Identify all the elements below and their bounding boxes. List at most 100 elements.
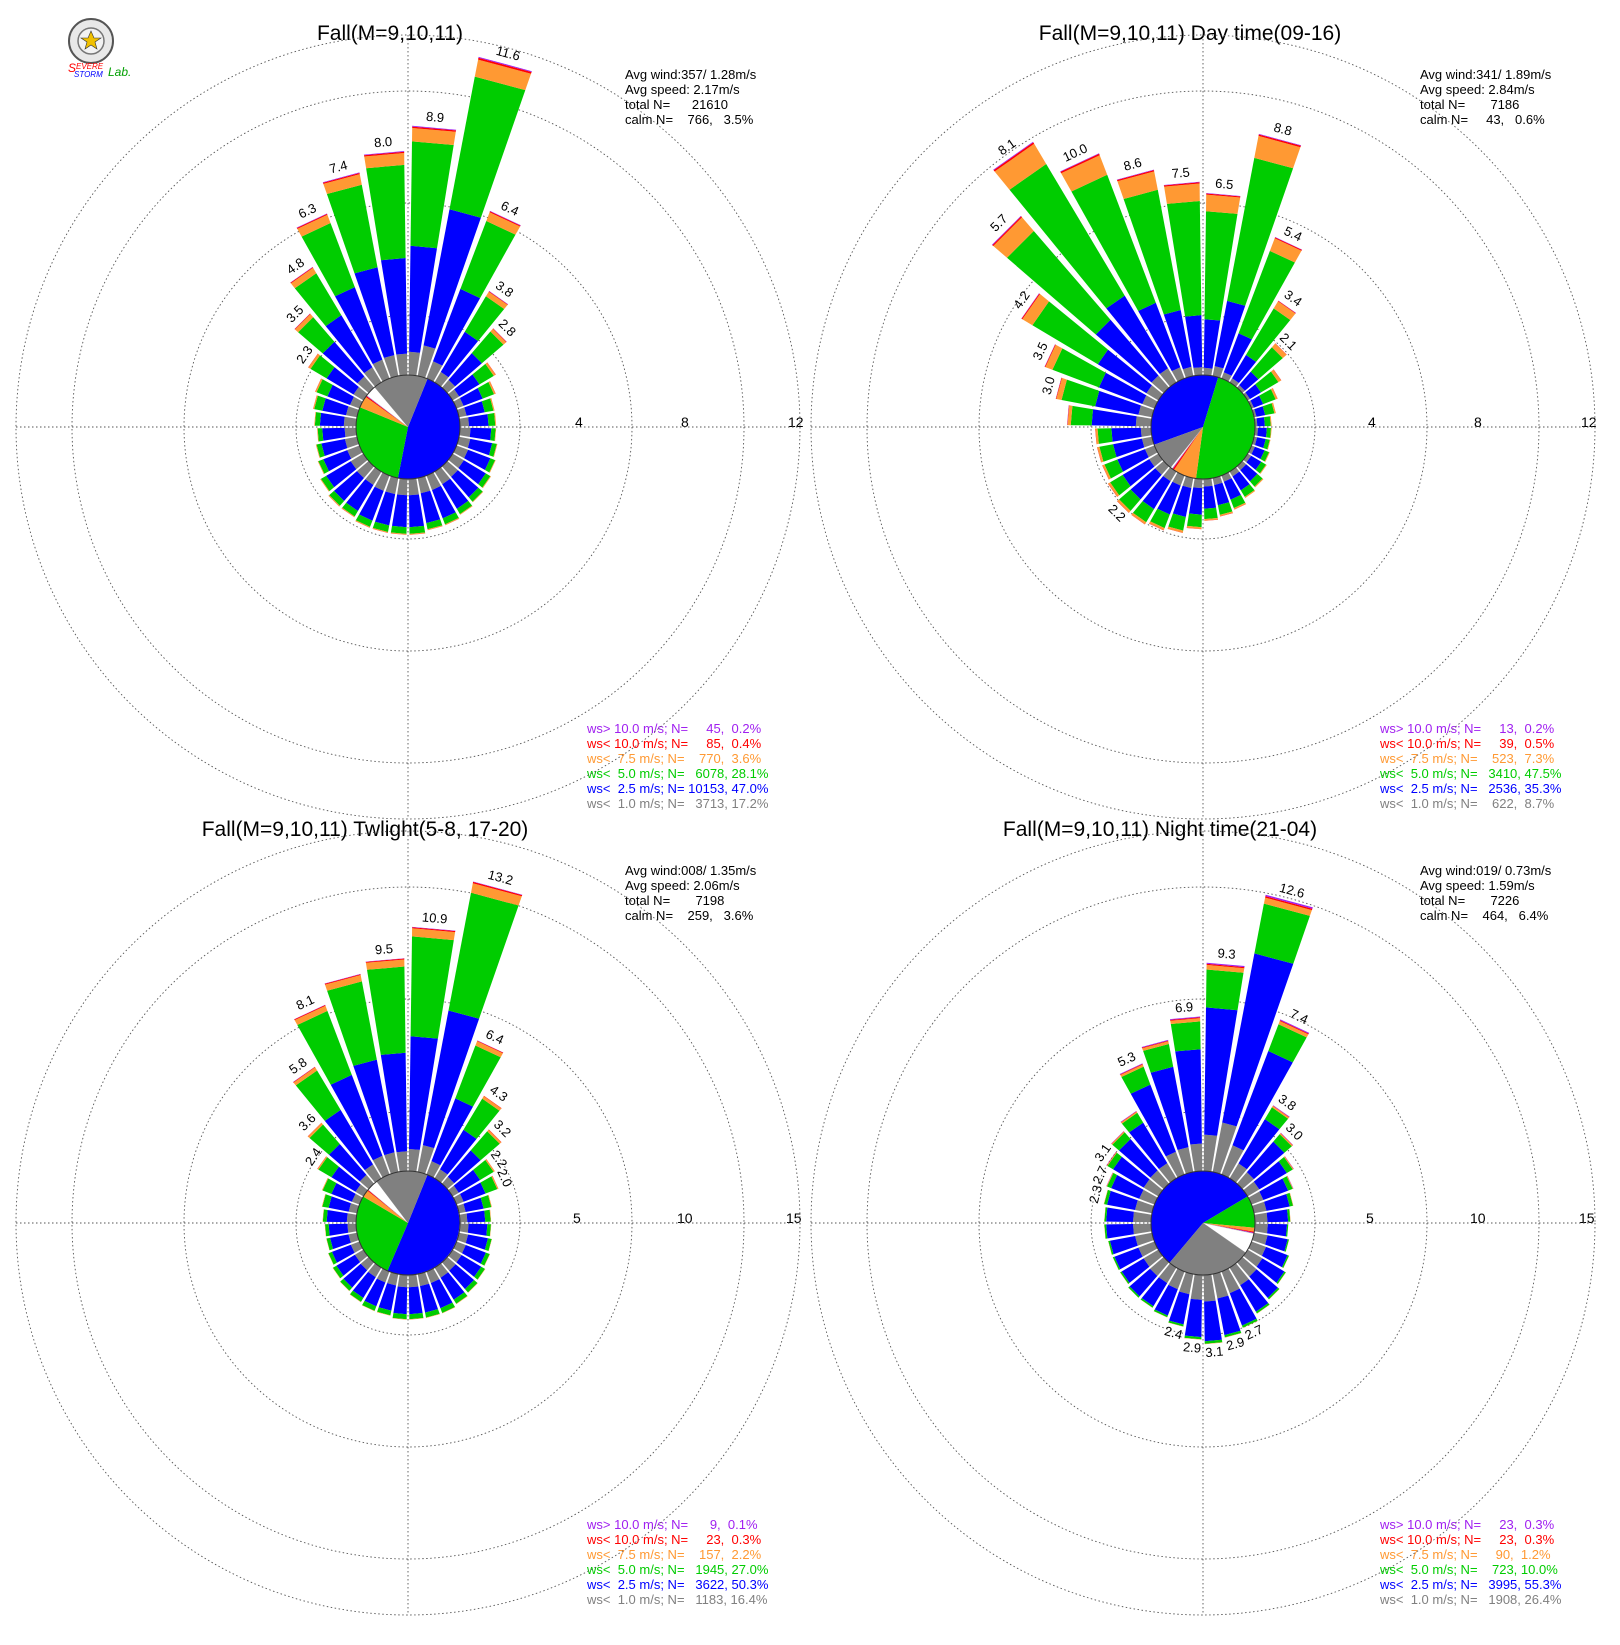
bar-segment-lt75 [1244, 490, 1256, 498]
bar-segment-lt10 [1106, 1152, 1117, 1166]
bar-segment-lt5 [442, 512, 459, 525]
bar-segment-lt5 [440, 1302, 455, 1313]
bar-segment-lt5 [1282, 1176, 1293, 1191]
bar-segment-lt10 [1284, 1156, 1294, 1170]
bar-segment-lt5 [1264, 416, 1271, 427]
bar-segment-lt5 [484, 1238, 492, 1251]
bar-segment-lt25 [1267, 1223, 1288, 1237]
bar-segment-lt25 [1184, 1298, 1202, 1338]
bar-segment-lt1 [359, 1174, 374, 1189]
ring-label-3: 12 [1581, 414, 1597, 430]
bar-segment-lt1 [1248, 445, 1255, 455]
pie-outline [1150, 1170, 1256, 1276]
bar-segment-lt1 [346, 406, 359, 418]
bar-segment-gt10 [1170, 1016, 1201, 1020]
legend-gt10: ws> 10.0 m/s; N= 45, 0.2% [586, 721, 762, 736]
pie-slice-lt1 [1169, 1223, 1246, 1275]
bar-segment-lt10 [1167, 528, 1183, 533]
bar-segment-lt5 [1009, 164, 1125, 309]
bar-segment-lt5 [489, 443, 497, 457]
bar-segment-lt25 [322, 341, 365, 384]
bar-segment-lt25 [334, 471, 364, 501]
panel-title: Fall(M=9,10,11) Day time(09-16) [1039, 22, 1341, 45]
bar-segment-lt1 [1133, 1211, 1152, 1223]
legend-lt75: ws< 7.5 m/s; N= 157, 2.2% [586, 1547, 762, 1562]
bar-segment-lt25 [1157, 481, 1181, 515]
bar-segment-lt25 [432, 485, 456, 519]
bar-value-label: 7.5 [1171, 164, 1190, 181]
bar-segment-lt5 [1263, 439, 1270, 450]
bar-segment-lt1 [459, 417, 469, 427]
bar-segment-lt10 [1149, 523, 1164, 531]
bar-segment-lt10 [1021, 293, 1040, 320]
bar-segment-lt5 [1255, 461, 1267, 474]
bar-segment-lt5 [350, 1290, 364, 1302]
bar-segment-lt1 [417, 1145, 435, 1174]
bar-segment-lt25 [409, 494, 424, 528]
ring-label-1: 4 [575, 414, 583, 430]
stat-avg-wind: Avg wind:341/ 1.89m/s [1420, 67, 1552, 82]
bar-segment-lt25 [335, 287, 383, 365]
bar-segment-lt1 [459, 1223, 469, 1233]
bar-segment-lt5 [448, 892, 519, 1019]
bar-segment-lt1 [1144, 445, 1158, 458]
bar-segment-lt25 [1142, 476, 1171, 510]
bar-segment-lt75 [426, 1313, 440, 1318]
bar-segment-lt25 [1250, 395, 1264, 408]
bar-segment-lt5 [342, 502, 358, 517]
bar-segment-lt25 [380, 1052, 407, 1153]
bar-segment-lt5 [298, 317, 335, 354]
bar-segment-lt75 [412, 928, 456, 941]
bar-segment-lt10 [315, 378, 322, 392]
bar-segment-lt10 [1060, 153, 1100, 174]
bar-segment-lt25 [326, 461, 357, 488]
bar-segment-lt10 [1141, 1040, 1169, 1049]
bar-segment-lt25 [449, 1264, 475, 1290]
bar-segment-lt1 [1212, 1122, 1237, 1174]
bar-segment-lt5 [318, 1157, 339, 1178]
bar-segment-lt1 [357, 376, 374, 393]
bar-segment-lt1 [1254, 1223, 1268, 1234]
bar-segment-lt5 [1240, 484, 1255, 497]
bar-segment-lt25 [1204, 1300, 1222, 1342]
bar-segment-lt1 [368, 1263, 382, 1278]
bar-segment-lt1 [397, 1274, 408, 1288]
pie-slice-lt75 [1203, 1223, 1255, 1232]
bar-segment-lt10 [477, 1040, 504, 1054]
bar-segment-lt75 [1271, 402, 1276, 414]
bar-segment-lt25 [1175, 1049, 1202, 1145]
bar-segment-lt25 [1095, 319, 1159, 383]
bar-segment-lt25 [1111, 1175, 1144, 1199]
wind-rose-plot: 8.911.66.43.82.82.33.54.86.37.48.0 [15, 34, 801, 820]
bar-segment-lt5 [329, 490, 345, 506]
bar-segment-lt75 [994, 143, 1047, 190]
bar-segment-lt5 [1032, 301, 1108, 365]
bar-segment-lt75 [474, 59, 531, 91]
pie-outline [1150, 374, 1256, 480]
bar-segment-lt25 [1091, 409, 1137, 427]
bar-segment-lt25 [1232, 471, 1250, 491]
bar-segment-lt25 [1261, 1246, 1288, 1268]
bar-segment-lt25 [1251, 446, 1265, 460]
bar-segment-lt1 [350, 453, 368, 470]
bar-segment-lt1 [1203, 367, 1213, 376]
bar-segment-lt1 [1252, 409, 1257, 418]
bar-segment-lt25 [451, 470, 479, 498]
bar-segment-lt75 [1269, 238, 1302, 263]
bar-segment-lt25 [1246, 455, 1262, 470]
bar-segment-lt75 [412, 128, 456, 145]
legend-lt5: ws< 5.0 m/s; N= 1945, 27.0% [586, 1562, 769, 1577]
bar-segment-lt5 [464, 296, 505, 341]
bar-segment-lt5 [325, 1224, 330, 1237]
bar-segment-lt5 [1140, 1298, 1154, 1308]
bar-segment-lt10 [317, 1156, 327, 1169]
bar-segment-lt75 [482, 1096, 502, 1111]
bar-segment-lt75 [320, 478, 330, 492]
bar-segment-lt75 [339, 1281, 350, 1292]
bar-segment-lt75 [1186, 525, 1202, 530]
bar-segment-lt10 [1206, 963, 1245, 969]
bar-segment-lt5 [316, 379, 333, 397]
bar-segment-lt75 [1273, 301, 1296, 320]
stat-calm-n: calm N= 43, 0.6% [1420, 112, 1545, 127]
